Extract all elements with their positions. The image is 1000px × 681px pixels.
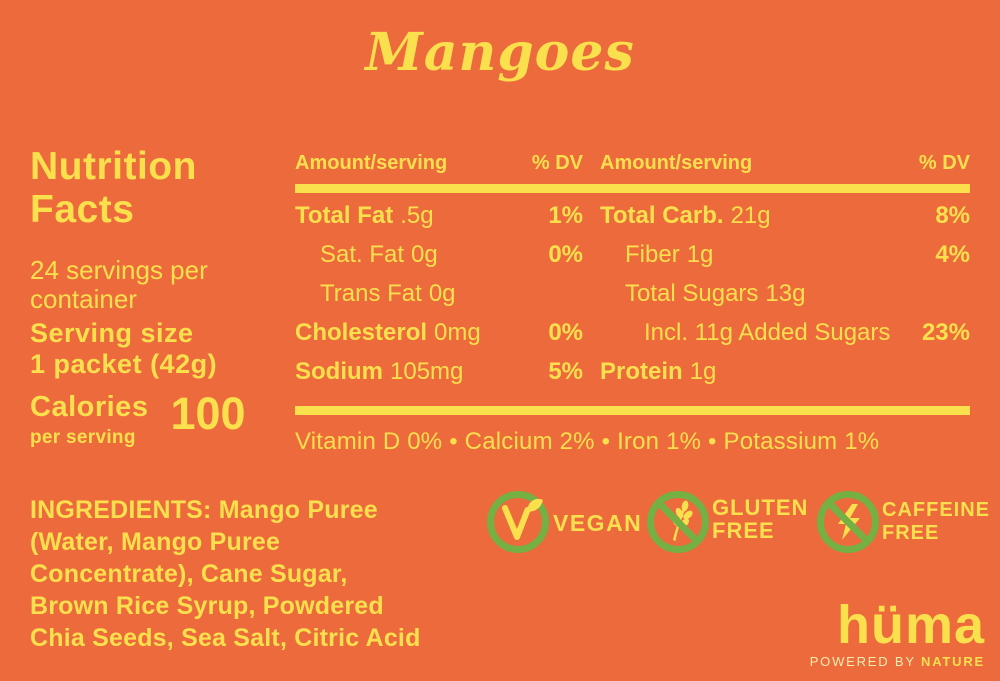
- calories-value: 100: [170, 388, 246, 439]
- vegan-label: VEGAN: [553, 510, 643, 536]
- ingredients-line: (Water, Mango Puree: [30, 528, 281, 556]
- dv-header: % DV: [531, 152, 583, 174]
- caffeine-free-icon: [817, 491, 879, 553]
- ingredients-text: INGREDIENTS: Mango Puree (Water, Mango P…: [30, 494, 490, 654]
- brand-block: hüma POWERED BY NATURE: [810, 595, 985, 669]
- ingredients-line: INGREDIENTS: Mango Puree: [30, 496, 378, 524]
- micronutrients-line: Vitamin D 0% • Calcium 2% • Iron 1% • Po…: [295, 428, 880, 455]
- header-left-group: Amount/serving % DV: [295, 152, 583, 175]
- amount-serving-header: Amount/serving: [295, 152, 448, 174]
- nutrition-table: Amount/serving % DV Amount/serving % DV …: [295, 152, 970, 456]
- dv-header: % DV: [918, 152, 970, 174]
- servings-per-container: 24 servings per container: [30, 255, 208, 314]
- right-column: Total Carb. 21g 8% Fiber 1g 4% Total Sugar…: [600, 202, 970, 397]
- table-row: Sodium 105mg 5%: [295, 358, 583, 385]
- caffeine-free-label: CAFFEINE FREE: [882, 499, 990, 544]
- table-row: Total Sugars 13g: [625, 280, 806, 307]
- table-row: Total Carb. 21g 8%: [600, 202, 970, 229]
- table-row: Incl. 11g Added Sugars 23%: [644, 319, 970, 346]
- tagline-prefix: POWERED BY: [809, 654, 921, 669]
- ingredients-line: Chia Seeds, Sea Salt, Citric Acid: [30, 624, 421, 652]
- nutrition-table-body: Total Fat .5g 1% Sat. Fat 0g 0% Trans Fat 0…: [295, 202, 970, 397]
- gluten-free-icon: [647, 491, 709, 553]
- tagline-suffix: NATURE: [921, 654, 985, 669]
- table-row: Trans Fat 0g: [320, 280, 456, 307]
- serving-size-label: Serving size: [30, 318, 194, 348]
- header-right-group: Amount/serving % DV: [600, 152, 970, 175]
- divider-bar-bottom: [295, 406, 970, 415]
- calories-per-serving-label: per serving: [30, 427, 136, 448]
- amount-serving-header: Amount/serving: [600, 152, 753, 174]
- product-title: Mangoes: [365, 22, 635, 83]
- table-row: Total Fat .5g 1%: [295, 202, 583, 229]
- nutrition-facts-heading: Nutrition Facts: [30, 145, 197, 231]
- calories-labels: Calories per serving: [30, 393, 148, 449]
- divider-bar-top: [295, 184, 970, 193]
- table-row: Sat. Fat 0g 0%: [320, 241, 583, 268]
- serving-size: Serving size 1 packet (42g): [30, 318, 290, 379]
- left-column: Total Fat .5g 1% Sat. Fat 0g 0% Trans Fat 0…: [295, 202, 583, 397]
- gluten-free-label: GLUTEN FREE: [712, 495, 809, 543]
- ingredients-line: Concentrate), Cane Sugar,: [30, 560, 348, 588]
- nutrition-table-header: Amount/serving % DV Amount/serving % DV: [295, 152, 970, 175]
- table-row: Fiber 1g 4%: [625, 241, 970, 268]
- brand-tagline: POWERED BY NATURE: [810, 654, 985, 669]
- vegan-icon: [487, 491, 549, 553]
- serving-size-value: 1 packet (42g): [30, 348, 218, 379]
- ingredients-line: Brown Rice Syrup, Powdered: [30, 592, 384, 620]
- huma-logo: hüma: [836, 595, 985, 656]
- table-row: Protein 1g: [600, 358, 717, 385]
- table-row: Cholesterol 0mg 0%: [295, 319, 583, 346]
- calories-label: Calories: [30, 391, 149, 423]
- calories-block: Calories per serving 100: [30, 388, 246, 449]
